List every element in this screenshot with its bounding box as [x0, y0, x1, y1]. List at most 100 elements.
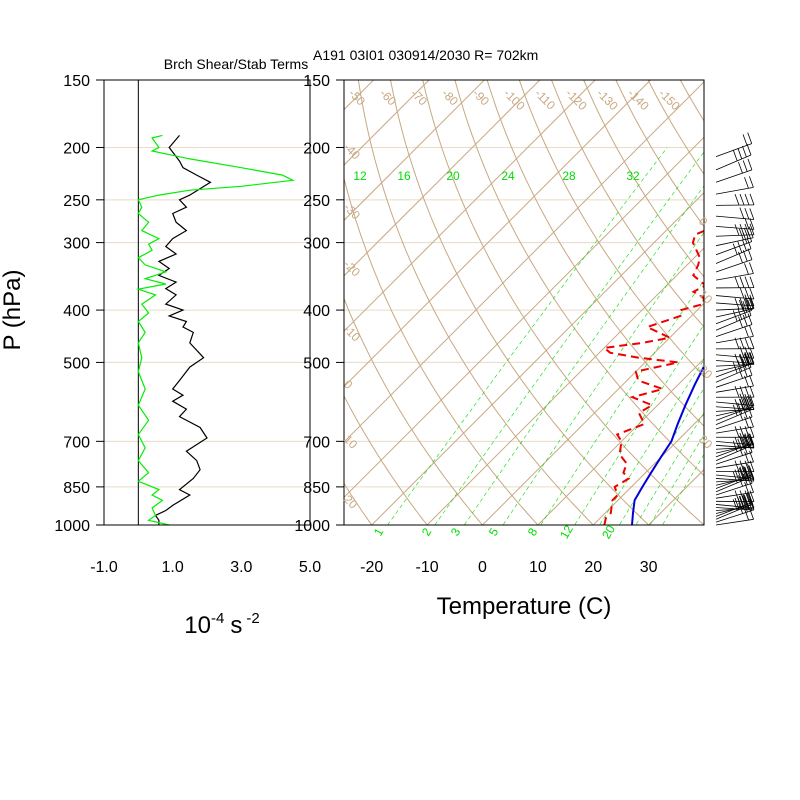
dry-adiabat-line: [389, 80, 650, 525]
wind-barb: [715, 364, 753, 388]
isotherm-line: [344, 136, 704, 499]
wind-barbs: [715, 132, 755, 526]
wind-barb: [715, 262, 754, 281]
left-series-line-0: [154, 135, 212, 525]
mixing-ratio-line: [387, 147, 668, 525]
mixing-ratio-label-top: 20: [446, 169, 460, 183]
left-y-tick-label: 300: [63, 236, 90, 253]
mixing-ratio-line: [463, 185, 704, 525]
xlabel-exponent: -4: [211, 610, 224, 627]
skew-y-tick-label: 250: [303, 193, 330, 210]
wind-barb: [715, 466, 755, 479]
mixing-ratio-label-top: 32: [626, 169, 640, 183]
wind-barb: [715, 223, 755, 237]
xlabel-unit: s: [230, 612, 242, 639]
left-x-tick-label: 1.0: [162, 559, 184, 576]
dry-adiabat-line: [518, 80, 704, 378]
mixing-ratio-label-top: 16: [397, 169, 411, 183]
mixing-ratio-label-top: 28: [562, 169, 576, 183]
wind-barb: [715, 176, 754, 195]
wind-barb: [715, 304, 752, 331]
skew-x-tick-label: 30: [640, 559, 658, 576]
isotherm-line: [344, 80, 596, 332]
skew-y-tick-label: 400: [303, 303, 330, 320]
wind-barb: [715, 313, 753, 338]
isotherm-line: [537, 358, 704, 525]
wind-barb: [715, 217, 755, 230]
skew-series-group: [601, 147, 704, 525]
skew-panel-title: A191 03I01 030914/2030 R= 702km: [313, 47, 538, 63]
skew-y-tick-label: 300: [303, 236, 330, 253]
dry-adiabat-line: [344, 394, 428, 525]
dry-adiabat-line: [344, 482, 373, 525]
dewpoint-profile-line: [601, 147, 704, 525]
dry-adiabat-line: [422, 80, 704, 525]
wind-barb: [715, 436, 755, 449]
wind-barb: [715, 132, 753, 158]
left-y-tick-labels: 150 200 250 300 400 500 700 850 1000: [54, 73, 104, 535]
shear-stability-panel: 150 200 250 300 400 500 700 850 1000 -1.0 1.0 3.0 5…: [0, 56, 321, 639]
left-y-tick-label: 200: [63, 140, 90, 157]
isotherm-line: [344, 80, 541, 277]
left-y-axis-label: P (hPa): [0, 270, 26, 351]
wind-barb: [715, 226, 754, 247]
skew-x-axis-label: Temperature (C): [437, 593, 612, 620]
skew-x-tick-label: -10: [416, 559, 439, 576]
isotherm-line: [481, 302, 704, 525]
left-y-tick-label: 1000: [54, 518, 90, 535]
isotherm-line: [344, 81, 704, 443]
xlabel-base: 10: [184, 612, 211, 639]
mixing-ratio-labels: 12 16 20 24 28 321 2 3 5 8 12 20: [353, 169, 640, 541]
left-x-tick-label: 5.0: [299, 559, 321, 576]
skew-pressure-gridlines: [344, 80, 704, 525]
isotherm-line: [344, 80, 486, 222]
skew-y-tick-label: 200: [303, 140, 330, 157]
skew-x-tick-labels: -20 -10 0 10 20 30: [360, 559, 657, 576]
wind-barb: [715, 158, 753, 183]
skew-x-tick-label: -20: [360, 559, 383, 576]
wind-barb: [715, 432, 755, 446]
left-x-tick-label: -1.0: [90, 559, 118, 576]
dry-adiabat-line: [344, 297, 484, 525]
skew-y-tick-labels: 150 200 250 300 400 500 700 850 1000: [294, 73, 344, 535]
mixing-ratio-line: [619, 387, 704, 525]
left-y-tick-label: 400: [63, 303, 90, 320]
left-series-group: [135, 134, 295, 526]
wind-barb: [715, 294, 755, 307]
dry-adiabat-line: [583, 80, 704, 278]
mixing-ratio-line: [434, 151, 704, 525]
left-plot-frame: [103, 79, 311, 526]
left-x-axis-unit-label: 10-4 s -2: [184, 610, 259, 639]
skew-y-tick-label: 850: [303, 480, 330, 497]
dry-adiabat-line: [486, 80, 704, 427]
mixing-ratio-line: [599, 359, 704, 525]
skew-plot-frame: [343, 79, 705, 526]
wind-barb: [715, 426, 755, 438]
dry-adiabat-line: [357, 80, 594, 525]
mixing-ratio-label-top: 24: [501, 169, 515, 183]
left-y-tick-label: 700: [63, 434, 90, 451]
isotherm-line: [426, 247, 704, 525]
isotherm-line: [344, 80, 652, 388]
xlabel-unit-exponent: -2: [246, 610, 259, 627]
wind-barb: [715, 325, 754, 344]
dry-adiabat-lines: [344, 80, 704, 525]
left-x-tick-label: 3.0: [230, 559, 252, 576]
wind-barb: [715, 386, 755, 398]
wind-barb: [715, 276, 755, 289]
skew-y-tick-label: 500: [303, 355, 330, 372]
isotherm-line: [370, 191, 704, 525]
wind-barb: [715, 393, 755, 406]
left-panel-title: Brch Shear/Stab Terms: [164, 56, 308, 72]
left-series-line-1: [135, 134, 295, 526]
skew-x-tick-label: 20: [584, 559, 602, 576]
skew-y-tick-label: 700: [303, 434, 330, 451]
wind-barb: [715, 237, 752, 264]
wind-barb: [715, 398, 755, 410]
mixing-ratio-line: [635, 412, 704, 525]
temperature-profile-line: [631, 364, 704, 525]
dry-adiabat-line: [454, 80, 704, 477]
left-y-tick-label: 250: [63, 193, 90, 210]
mixing-ratio-lines: [387, 147, 704, 525]
